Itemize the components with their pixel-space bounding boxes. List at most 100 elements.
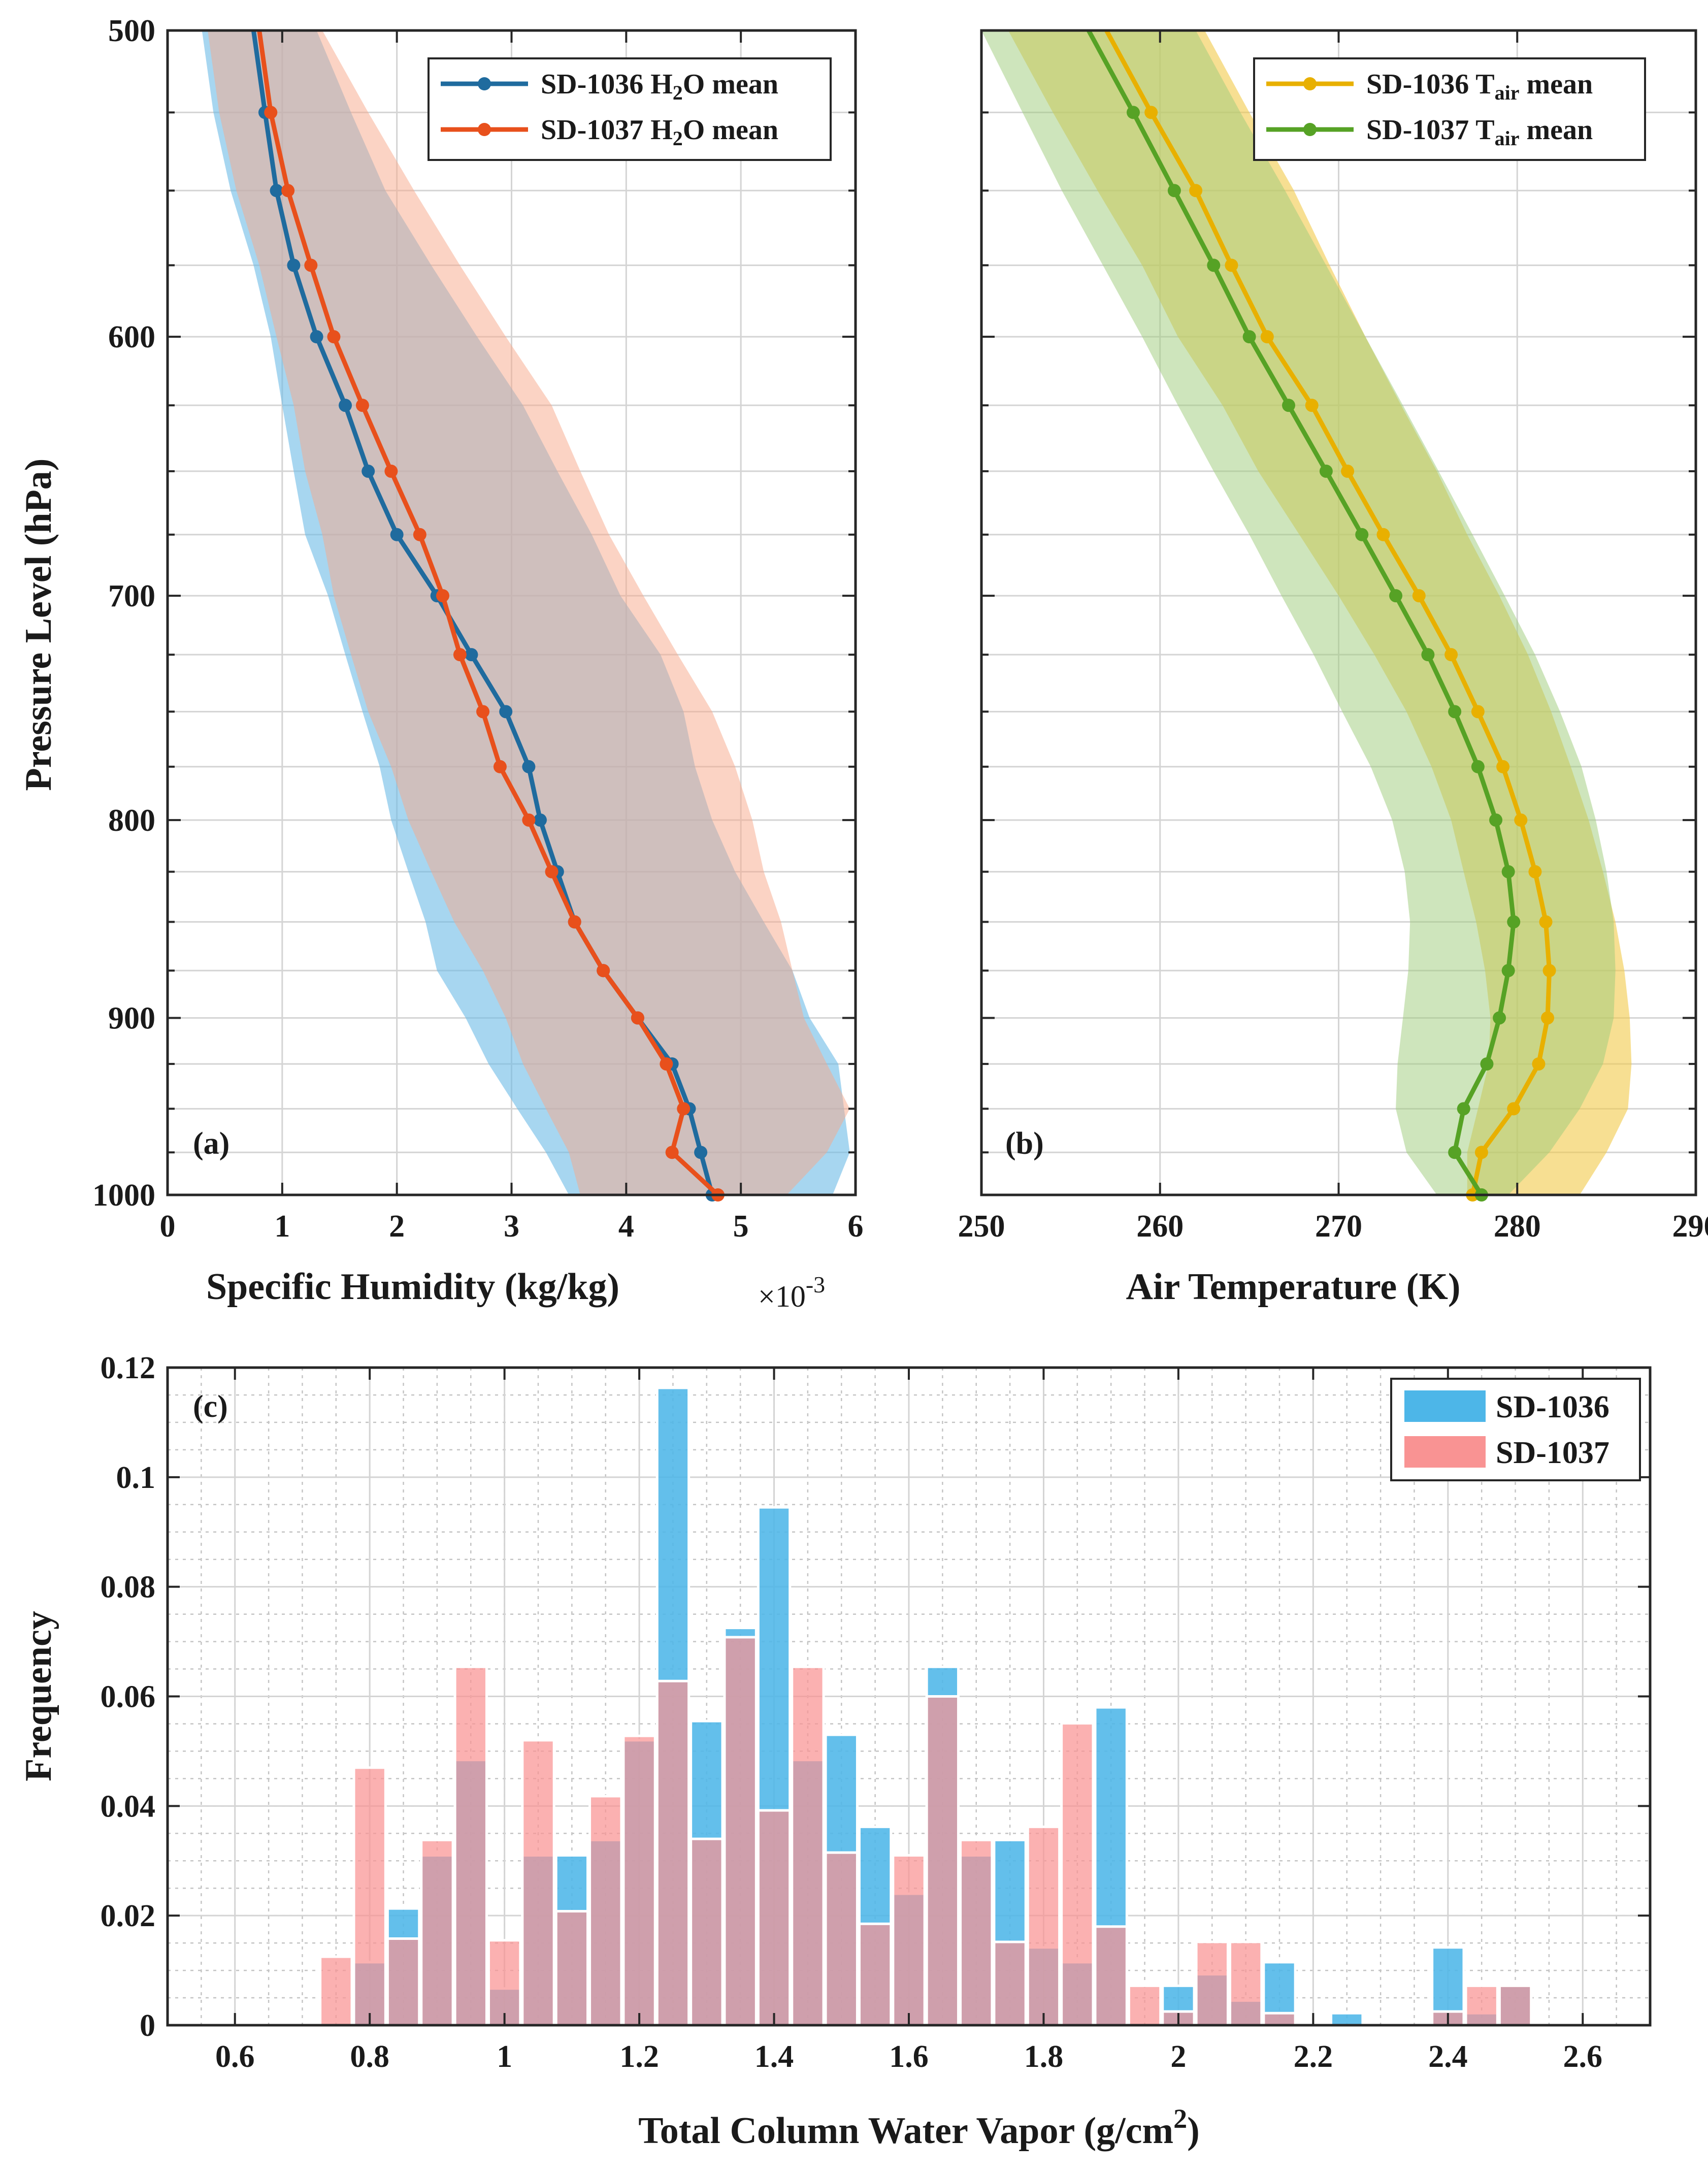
legend-label-sd1037-h2o: SD-1037 H2O mean: [541, 114, 778, 150]
pressure-axis-label: Pressure Level (hPa): [18, 459, 59, 791]
legend-label-sd1037-h2o-tail: O mean: [683, 114, 778, 146]
x-tick-label: 2.2: [1294, 2039, 1333, 2074]
legend-label-sd1036-tair-tail: mean: [1519, 69, 1593, 100]
panel-c-label: (c): [193, 1389, 228, 1424]
point-sd-1037-tair-mean: [1480, 1057, 1494, 1071]
y-tick-label: 700: [108, 579, 155, 613]
point-sd-1037-h-o-mean: [304, 258, 318, 272]
x-tick-label: 250: [958, 1209, 1005, 1244]
x-tick-label: 0.8: [350, 2039, 389, 2074]
point-sd-1037-tair-mean: [1421, 648, 1435, 662]
legend-marker-sd1036-h2o: [478, 77, 491, 90]
x-tick-label: 290: [1672, 1209, 1708, 1244]
x-tick-label: 1.2: [619, 2039, 659, 2074]
bar-sd-1037: [1498, 1984, 1533, 2027]
point-sd-1036-tair-mean: [1444, 648, 1458, 662]
legend-label-sd1037-tair-tail: mean: [1519, 114, 1593, 146]
legend-label-sd1037-tair-sub: air: [1495, 127, 1520, 150]
panel-b-axes: 250 260 270 280 290: [958, 29, 1708, 1244]
bar-sd-1037: [791, 1665, 825, 2027]
bar-sd-1037: [1262, 2011, 1297, 2027]
point-sd-1037-tair-mean: [1448, 1146, 1462, 1159]
panel-c-legend: SD-1036 SD-1037: [1390, 1378, 1641, 1481]
panel-c-x-axis-label: Total Column Water Vapor (g/cm2): [638, 2103, 1200, 2152]
x-tick-label: 260: [1136, 1209, 1184, 1244]
point-sd-1037-h-o-mean: [597, 964, 610, 978]
point-sd-1036-tair-mean: [1260, 330, 1274, 344]
bar-sd-1037: [588, 1795, 623, 2027]
legend-label-sd1036-tair-sub: air: [1495, 81, 1520, 104]
bar-sd-1037: [386, 1937, 421, 2027]
point-sd-1036-h-o-mean: [362, 464, 375, 478]
bar-sd-1037: [925, 1695, 960, 2027]
point-sd-1037-h-o-mean: [677, 1102, 691, 1116]
bar-sd-1037: [655, 1679, 691, 2027]
point-sd-1037-h-o-mean: [281, 184, 295, 198]
point-sd-1037-tair-mean: [1207, 258, 1221, 272]
y-tick-label: 600: [108, 320, 155, 354]
bar-sd-1037: [554, 1910, 589, 2027]
point-sd-1036-tair-mean: [1514, 813, 1528, 827]
bar-sd-1037: [1026, 1825, 1061, 2027]
point-sd-1036-tair-mean: [1412, 589, 1426, 603]
point-sd-1037-tair-mean: [1501, 865, 1515, 879]
y-tick-label: 0.06: [101, 1680, 156, 1714]
panel-a-bands: [202, 30, 850, 1195]
bar-sd-1037: [858, 1922, 893, 2027]
x-tick-label: 280: [1494, 1209, 1541, 1244]
bar-sd-1036: [1330, 2011, 1364, 2027]
y-tick-label: 800: [108, 803, 155, 838]
point-sd-1037-tair-mean: [1448, 705, 1462, 719]
legend-marker-sd1037-tair: [1303, 123, 1317, 136]
x-tick-label: 0: [160, 1209, 176, 1244]
bar-sd-1037: [521, 1739, 555, 2027]
point-sd-1036-h-o-mean: [465, 648, 478, 662]
point-sd-1036-h-o-mean: [390, 528, 404, 541]
point-sd-1037-tair-mean: [1282, 399, 1296, 412]
y-tick-label: 0.04: [101, 1789, 156, 1824]
x-tick-label: 1.8: [1024, 2039, 1064, 2074]
bar-sd-1037: [824, 1851, 859, 2027]
point-sd-1036-tair-mean: [1225, 258, 1238, 272]
point-sd-1037-h-o-mean: [453, 648, 467, 662]
point-sd-1037-h-o-mean: [631, 1011, 644, 1025]
x-tick-label: 2: [1170, 2039, 1186, 2074]
panel-b-x-axis-label: Air Temperature (K): [1126, 1266, 1460, 1308]
x-tick-label: 0.6: [215, 2039, 255, 2074]
point-sd-1036-tair-mean: [1541, 1011, 1555, 1025]
bar-sd-1037: [420, 1838, 454, 2027]
y-tick-label: 1000: [92, 1178, 155, 1213]
point-sd-1036-tair-mean: [1376, 528, 1390, 541]
y-tick-label: 900: [108, 1001, 155, 1035]
legend-label-sd1037-tair-main: SD-1037 T: [1366, 114, 1495, 146]
point-sd-1037-tair-mean: [1507, 915, 1521, 929]
x-tick-label: 1: [274, 1209, 290, 1244]
point-sd-1037-h-o-mean: [522, 813, 536, 827]
point-sd-1037-h-o-mean: [476, 705, 490, 719]
y-tick-label: 0.12: [101, 1351, 156, 1385]
point-sd-1037-tair-mean: [1493, 1011, 1506, 1025]
point-sd-1037-h-o-mean: [264, 106, 278, 119]
point-sd-1036-tair-mean: [1144, 106, 1158, 119]
point-sd-1037-h-o-mean: [660, 1057, 673, 1071]
bar-sd-1037: [959, 1838, 994, 2027]
bar-sd-1037: [689, 1837, 724, 2027]
point-sd-1037-tair-mean: [1126, 106, 1140, 119]
band-sd-1037-h-o-mean: [208, 30, 850, 1195]
point-sd-1036-h-o-mean: [522, 760, 536, 773]
point-sd-1037-h-o-mean: [493, 760, 507, 773]
legend-label-sd1037-tair: SD-1037 Tair mean: [1366, 114, 1593, 150]
panel-a-legend: SD-1036 H2O mean SD-1037 H2O mean: [428, 57, 832, 161]
point-sd-1037-tair-mean: [1501, 964, 1515, 978]
point-sd-1036-tair-mean: [1474, 1146, 1488, 1159]
x-tick-label: 2.4: [1428, 2039, 1468, 2074]
panel-c-axes: 0.6 0.8 1 1.2 1.4 1.6 1.8 2 2.2 2.4 2.6 0 0.02 0.04 0.…: [101, 1351, 1652, 2074]
legend-label-sd1036-h2o-main: SD-1036 H: [541, 69, 673, 100]
bar-sd-1037: [723, 1636, 758, 2027]
x-tick-label: 4: [618, 1209, 634, 1244]
bar-sd-1037: [1060, 1722, 1095, 2027]
point-sd-1037-tair-mean: [1389, 589, 1403, 603]
